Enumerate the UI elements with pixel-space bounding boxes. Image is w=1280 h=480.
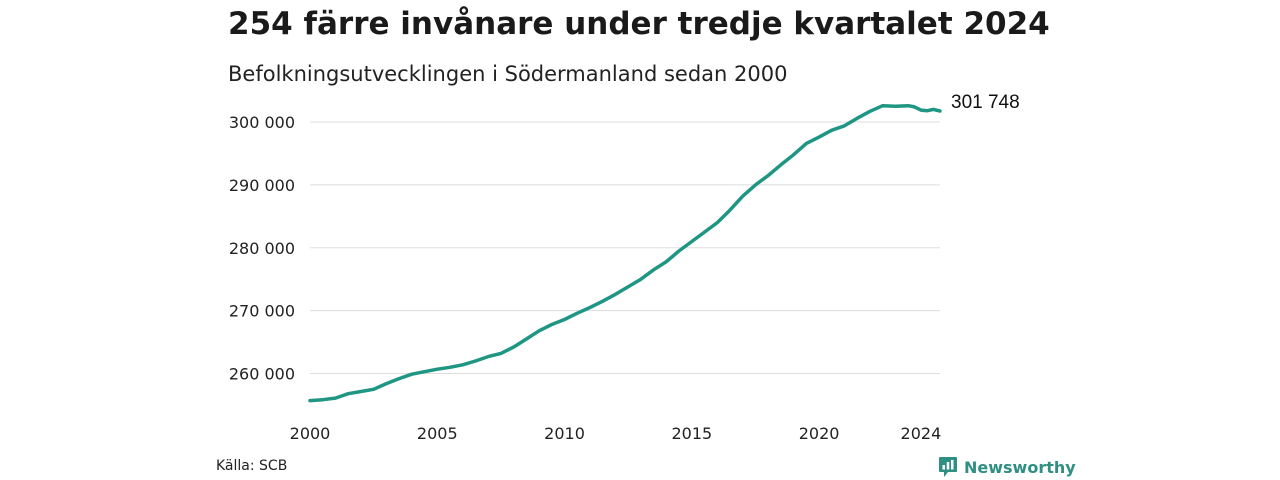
x-tick-label: 2020 xyxy=(799,424,840,443)
y-tick-label: 260 000 xyxy=(229,365,295,384)
x-tick-label: 2015 xyxy=(671,424,712,443)
y-tick-label: 290 000 xyxy=(229,176,295,195)
brand-name: Newsworthy xyxy=(964,457,1076,477)
x-tick-label: 2024 xyxy=(901,424,942,443)
end-value-label: 301 748 xyxy=(951,92,1020,113)
y-tick-label: 280 000 xyxy=(229,239,295,258)
chart-title: 254 färre invånare under tredje kvartale… xyxy=(228,6,1050,42)
x-tick-label: 2005 xyxy=(417,424,458,443)
x-tick-label: 2000 xyxy=(290,424,331,443)
newsworthy-logo-icon xyxy=(939,457,957,477)
x-tick-label: 2010 xyxy=(544,424,585,443)
brand-logo: Newsworthy xyxy=(938,456,1076,478)
series-line xyxy=(308,103,942,403)
y-tick-label: 300 000 xyxy=(229,113,295,132)
chart-subtitle: Befolkningsutvecklingen i Södermanland s… xyxy=(228,62,788,86)
y-tick-label: 270 000 xyxy=(229,302,295,321)
source-note: Källa: SCB xyxy=(216,458,288,474)
